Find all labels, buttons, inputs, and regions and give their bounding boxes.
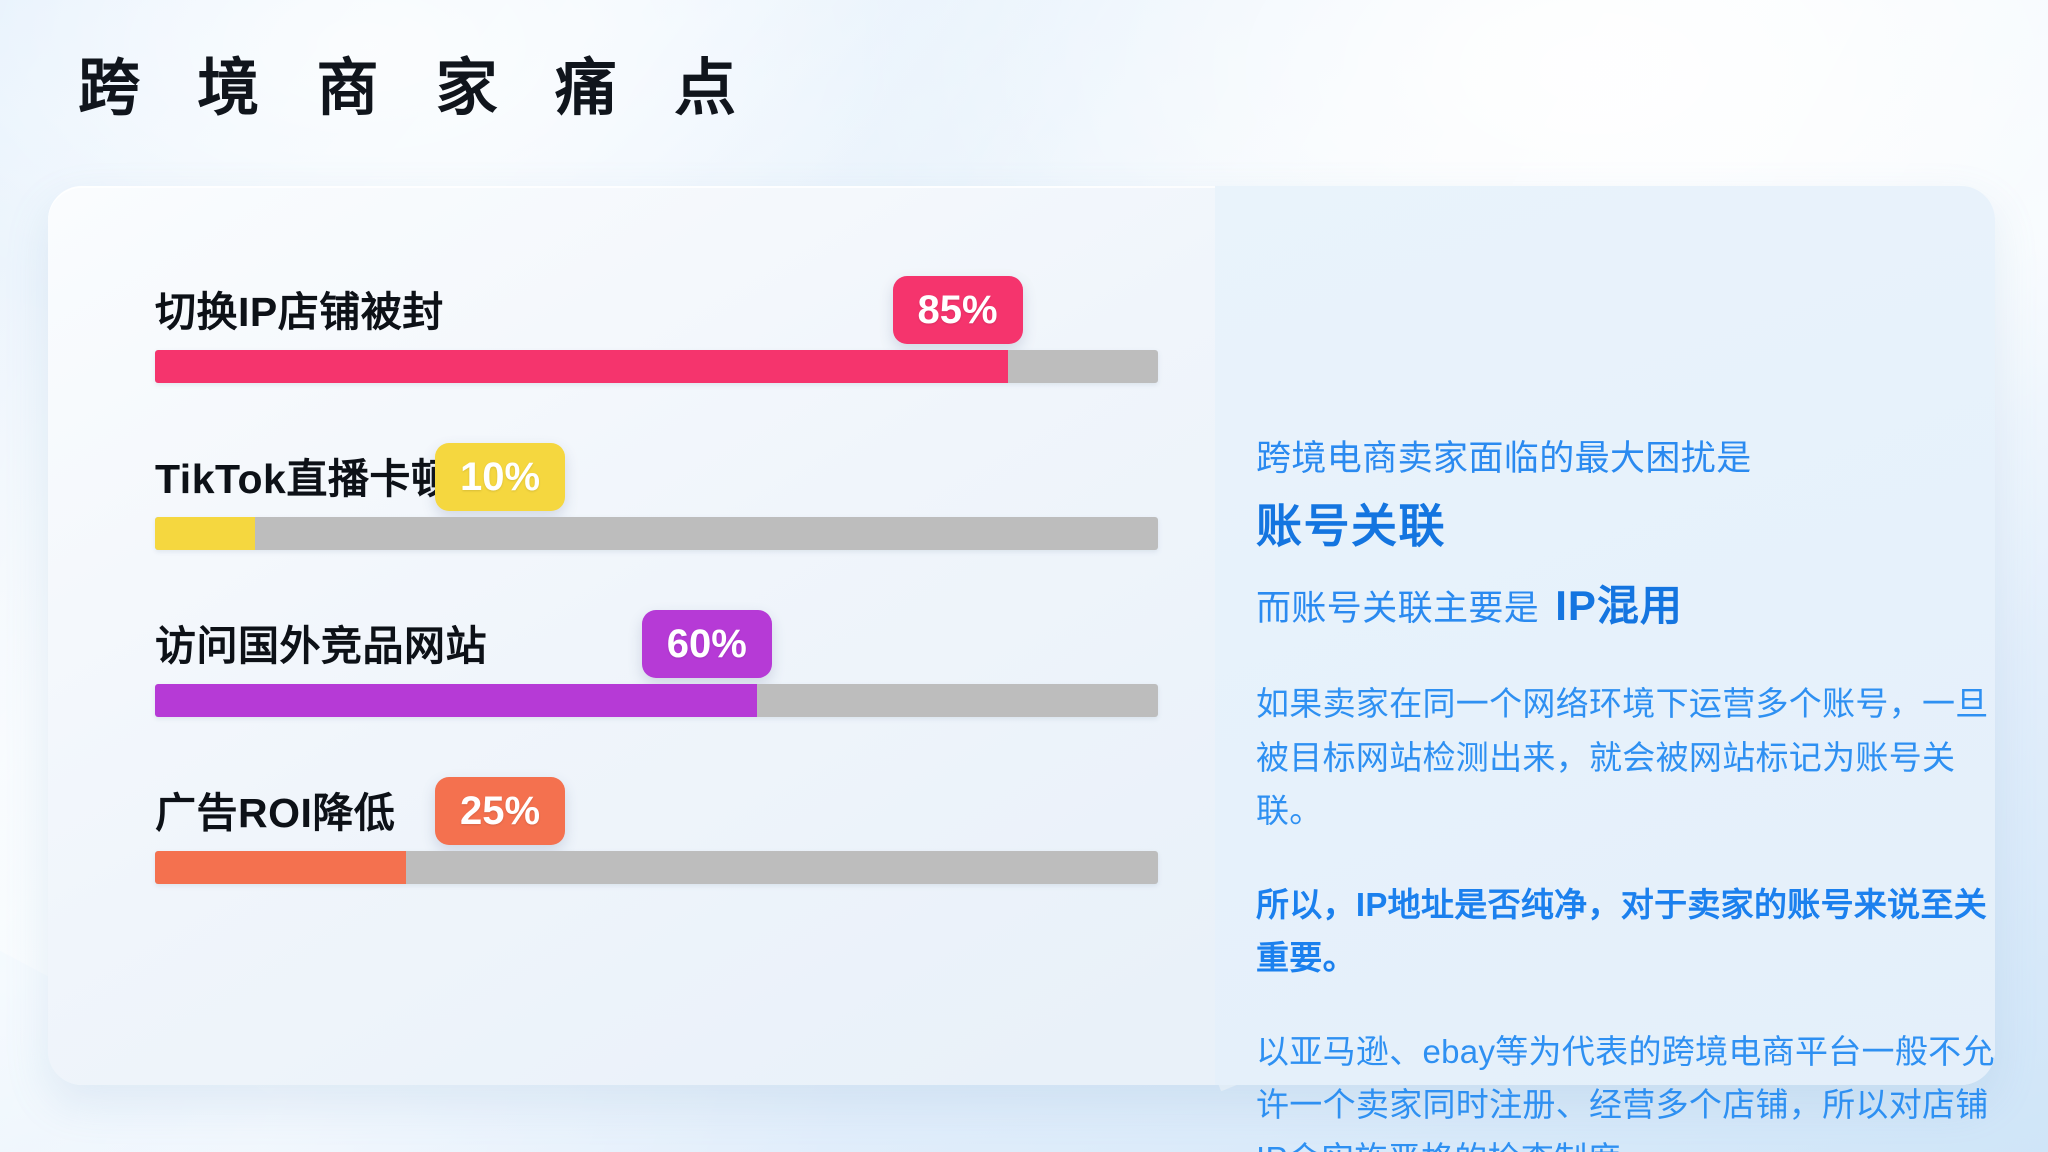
bar-row: 切换IP店铺被封 85%: [105, 258, 1165, 383]
bar-value-badge: 60%: [641, 610, 772, 678]
content-card: 切换IP店铺被封 85% TikTok直播卡顿 10% 访问国外竞品网站 60% 广告ROI…: [48, 186, 1995, 1152]
lede-line: 跨境电商卖家面临的最大困扰是: [1256, 439, 1752, 478]
bar-row-header: 访问国外竞品网站 60%: [105, 592, 1165, 678]
bar-row-header: TikTok直播卡顿 10%: [105, 425, 1165, 511]
bar-label: 访问国外竞品网站: [155, 623, 487, 669]
bar-track: [155, 851, 1158, 884]
body-paragraph-2: 所以，IP地址是否纯净，对于卖家的账号来说至关重要。: [1256, 885, 1988, 977]
bar-track: [155, 684, 1158, 717]
lede-mix-accent: IP混用: [1555, 582, 1683, 630]
body-paragraph-1: 如果卖家在同一个网络环境下运营多个账号，一旦被目标网站检测出来，就会被网站标记为…: [1256, 685, 1989, 830]
bar-fill: [155, 684, 757, 717]
bar-value-badge: 85%: [892, 276, 1023, 344]
bar-row: TikTok直播卡顿 10%: [105, 425, 1165, 550]
bar-track: [155, 350, 1158, 383]
bar-fill: [155, 517, 256, 550]
bar-value-badge: 10%: [435, 443, 565, 511]
card-right-pane: [1215, 186, 1995, 1085]
lede-mix-prefix: 而账号关联主要是: [1256, 589, 1540, 629]
bar-fill: [155, 851, 406, 884]
bar-label: 切换IP店铺被封: [155, 289, 444, 335]
lede-headline: 账号关联: [1256, 500, 1446, 553]
bar-value-badge: 25%: [435, 777, 565, 845]
bar-row: 访问国外竞品网站 60%: [105, 592, 1165, 717]
side-text-panel: 跨境电商卖家面临的最大困扰是 账号关联 而账号关联主要是 IP混用 如果卖家在同…: [1256, 432, 1996, 1152]
bar-track: [155, 517, 1158, 550]
bar-row-header: 广告ROI降低 25%: [105, 759, 1165, 845]
page-title: 跨 境 商 家 痛 点: [78, 54, 757, 123]
bar-row: 广告ROI降低 25%: [105, 759, 1165, 884]
bar-label: TikTok直播卡顿: [155, 456, 453, 502]
bar-fill: [155, 350, 1008, 383]
lede-mix-line: 而账号关联主要是 IP混用: [1256, 574, 1996, 637]
bar-label: 广告ROI降低: [155, 790, 396, 836]
body-paragraph-3: 以亚马逊、ebay等为代表的跨境电商平台一般不允许一个卖家同时注册、经营多个店铺…: [1256, 1032, 1995, 1152]
bar-chart: 切换IP店铺被封 85% TikTok直播卡顿 10% 访问国外竞品网站 60% 广告ROI…: [105, 258, 1165, 1018]
bar-row-header: 切换IP店铺被封 85%: [105, 258, 1165, 344]
